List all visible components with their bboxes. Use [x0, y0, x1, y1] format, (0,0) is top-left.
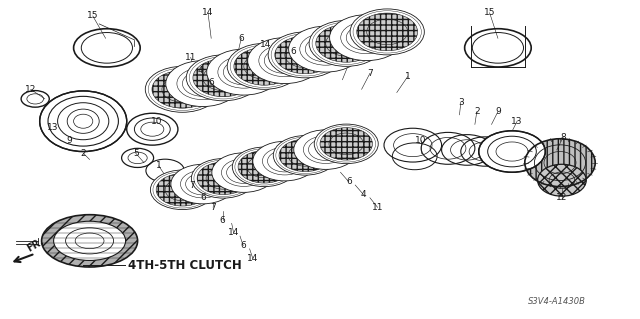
Text: 11: 11 — [372, 203, 383, 212]
Text: 14: 14 — [260, 40, 271, 49]
Ellipse shape — [525, 139, 595, 187]
Text: 6: 6 — [209, 78, 214, 87]
Text: 14: 14 — [247, 254, 259, 263]
Ellipse shape — [156, 174, 209, 206]
Text: S3V4-A1430B: S3V4-A1430B — [528, 297, 586, 306]
Ellipse shape — [314, 124, 378, 164]
Ellipse shape — [268, 32, 342, 78]
Text: 4TH-5TH CLUTCH: 4TH-5TH CLUTCH — [128, 259, 242, 272]
Ellipse shape — [212, 153, 276, 192]
Text: 15: 15 — [87, 11, 99, 20]
Ellipse shape — [279, 139, 332, 172]
Text: 2: 2 — [81, 149, 86, 158]
Ellipse shape — [294, 130, 358, 169]
Ellipse shape — [234, 48, 295, 85]
Text: 6: 6 — [241, 241, 246, 250]
Text: 12: 12 — [556, 193, 568, 202]
Text: 3: 3 — [458, 98, 463, 107]
Text: 7: 7 — [324, 50, 329, 59]
Text: 8: 8 — [561, 133, 566, 142]
Text: 4: 4 — [198, 66, 203, 75]
Ellipse shape — [40, 91, 127, 152]
Ellipse shape — [42, 215, 138, 267]
Ellipse shape — [193, 59, 254, 97]
Text: 14: 14 — [228, 228, 239, 237]
Text: 4: 4 — [361, 190, 366, 199]
Text: 15: 15 — [484, 8, 495, 17]
Text: 10: 10 — [415, 136, 427, 145]
Ellipse shape — [238, 151, 291, 183]
Text: 9: 9 — [67, 136, 72, 145]
Ellipse shape — [207, 49, 281, 95]
Text: 6: 6 — [291, 47, 296, 56]
Ellipse shape — [134, 118, 170, 140]
Ellipse shape — [320, 128, 372, 160]
Ellipse shape — [538, 164, 586, 196]
Ellipse shape — [150, 170, 214, 210]
Ellipse shape — [186, 55, 260, 101]
Text: 2: 2 — [474, 107, 479, 116]
Ellipse shape — [48, 96, 118, 146]
Ellipse shape — [227, 43, 301, 89]
Text: 6: 6 — [346, 59, 351, 68]
Ellipse shape — [166, 61, 240, 107]
Text: 1: 1 — [405, 72, 410, 81]
Text: 9: 9 — [495, 107, 500, 116]
Text: 14: 14 — [202, 8, 214, 17]
Ellipse shape — [40, 91, 127, 152]
Text: 13: 13 — [511, 117, 523, 126]
Ellipse shape — [330, 15, 404, 61]
Text: 6: 6 — [220, 216, 225, 225]
Text: 6: 6 — [200, 193, 205, 202]
Text: 7: 7 — [367, 69, 372, 78]
Text: FR.: FR. — [26, 236, 46, 254]
Text: 10: 10 — [151, 117, 163, 126]
Text: 7: 7 — [211, 203, 216, 212]
Ellipse shape — [253, 141, 317, 181]
Ellipse shape — [275, 36, 336, 74]
Ellipse shape — [74, 114, 93, 128]
Ellipse shape — [66, 228, 114, 254]
Text: 11: 11 — [185, 53, 196, 62]
Ellipse shape — [67, 109, 99, 133]
Ellipse shape — [316, 25, 377, 62]
Ellipse shape — [309, 20, 383, 66]
Ellipse shape — [197, 162, 250, 195]
Ellipse shape — [479, 131, 545, 172]
Text: 1: 1 — [156, 161, 161, 170]
Ellipse shape — [127, 113, 178, 145]
Ellipse shape — [171, 164, 235, 204]
Ellipse shape — [145, 66, 220, 112]
Text: 6: 6 — [346, 177, 351, 186]
Ellipse shape — [273, 136, 337, 175]
Ellipse shape — [248, 38, 322, 84]
Ellipse shape — [191, 159, 255, 198]
Ellipse shape — [141, 122, 164, 136]
Text: 12: 12 — [25, 85, 36, 94]
Ellipse shape — [356, 13, 418, 51]
Text: 7: 7 — [189, 181, 195, 189]
Ellipse shape — [289, 26, 363, 72]
Text: 5: 5 — [133, 149, 138, 158]
Ellipse shape — [152, 70, 213, 108]
Ellipse shape — [232, 147, 296, 187]
Ellipse shape — [479, 131, 545, 172]
Ellipse shape — [58, 103, 109, 140]
Text: 6: 6 — [239, 34, 244, 43]
Ellipse shape — [350, 9, 424, 55]
Ellipse shape — [54, 221, 125, 260]
Text: 13: 13 — [47, 123, 58, 132]
